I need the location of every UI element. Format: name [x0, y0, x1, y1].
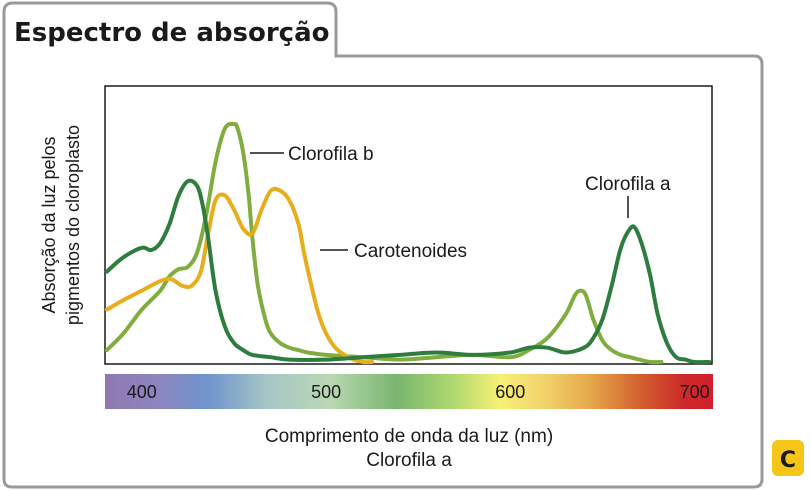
y-axis-label-line1: Absorção da luz pelos — [39, 136, 59, 313]
x-tick-label: 400 — [127, 382, 157, 402]
series-line-clorofila-a — [104, 178, 712, 365]
page-title: Espectro de absorção — [14, 18, 330, 48]
x-axis-label: Comprimento de onda da luz (nm) — [265, 426, 553, 447]
spectrum-bar — [105, 374, 713, 409]
x-tick-label: 600 — [495, 382, 525, 402]
annotation-clorofila-b: Clorofila b — [288, 144, 374, 165]
section-badge — [772, 440, 804, 476]
x-tick-label: 700 — [680, 382, 710, 402]
y-axis-label-line2: pigmentos do cloroplasto — [63, 125, 83, 325]
series-line-carotenoides — [104, 186, 375, 365]
series-line-clorofila-b — [104, 121, 664, 365]
caption-subtitle: Clorofila a — [366, 450, 452, 471]
plot-area — [104, 85, 713, 365]
y-axis-label: Absorção da luz pelos pigmentos do cloro… — [39, 125, 83, 325]
x-tick-label: 500 — [311, 382, 341, 402]
outer-frame — [2, 1, 764, 489]
tick-layer: 400 500 600 700 — [127, 382, 710, 402]
annotation-carotenoides: Carotenoides — [354, 241, 467, 262]
section-badge-label: C — [780, 448, 796, 473]
annotation-clorofila-a: Clorofila a — [585, 174, 671, 195]
series-layer — [104, 121, 712, 365]
